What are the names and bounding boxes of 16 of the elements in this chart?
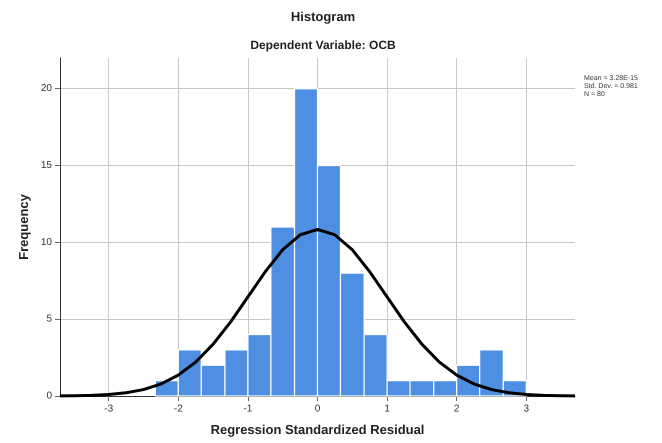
y-tick-label: 0 (46, 390, 52, 402)
x-tick-label: 3 (524, 404, 530, 414)
x-tick-label: -1 (243, 404, 253, 414)
y-tick-label: 20 (40, 83, 52, 94)
x-tick-label: 2 (454, 404, 460, 414)
x-tick-label: 1 (384, 404, 390, 414)
x-tick-label: -3 (104, 404, 114, 414)
y-axis-title: Frequency (16, 193, 31, 260)
chart-subtitle: Dependent Variable: OCB (250, 38, 396, 52)
y-tick-label: 5 (46, 314, 52, 325)
x-axis-title: Regression Standardized Residual (210, 422, 424, 437)
x-tick-label: -2 (174, 404, 184, 414)
chart-title: Histogram (290, 9, 356, 24)
x-tick-label: 0 (314, 404, 321, 414)
y-tick-label: 15 (40, 160, 52, 172)
y-tick-label: 10 (40, 236, 52, 248)
